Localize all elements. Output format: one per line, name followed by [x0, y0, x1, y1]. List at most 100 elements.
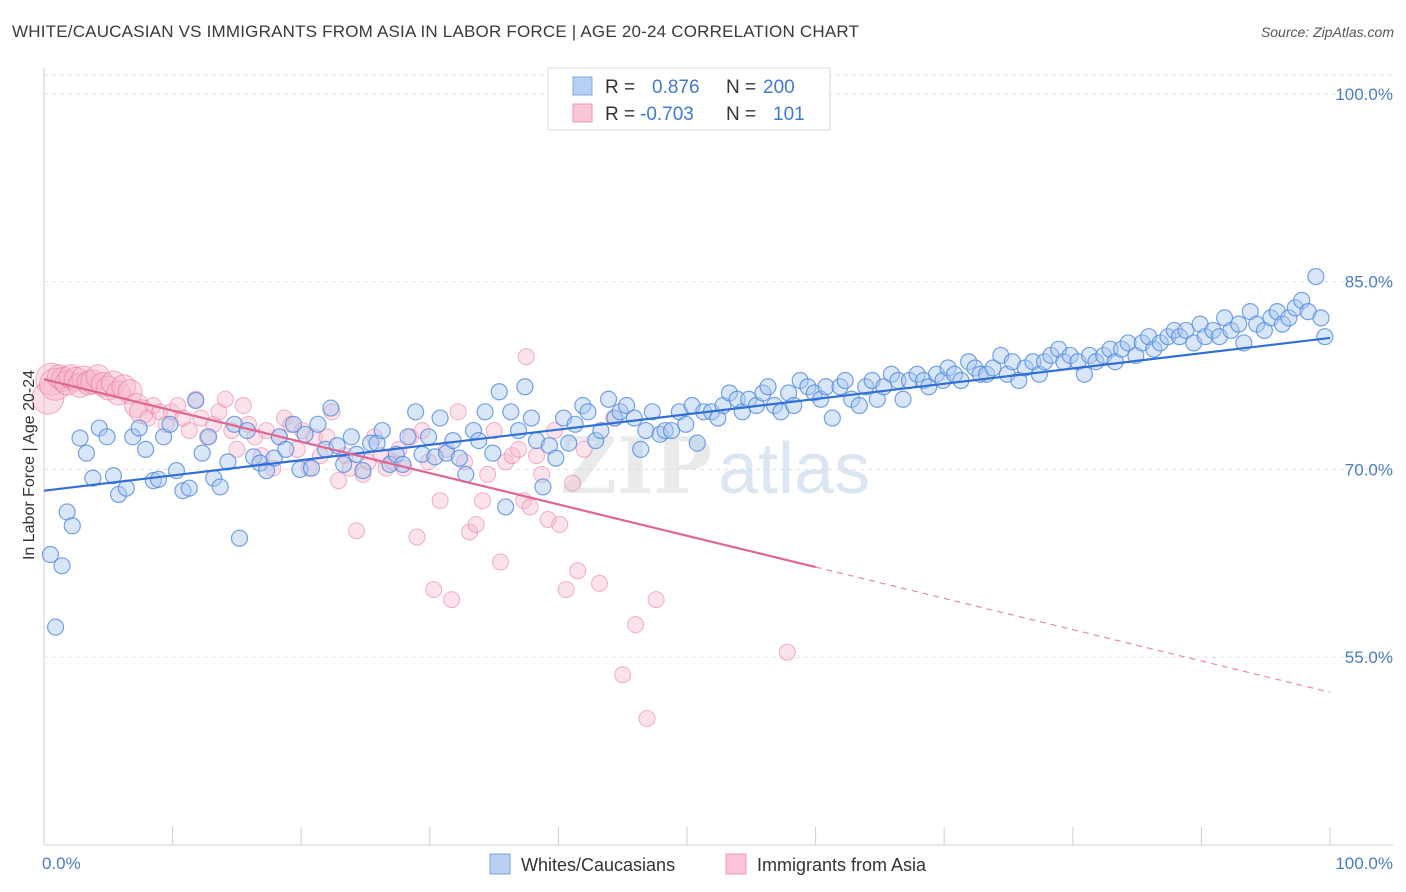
- point-immigrants: [80, 369, 106, 395]
- point-whites: [1273, 315, 1292, 333]
- point-immigrants: [517, 348, 535, 366]
- point-whites: [677, 415, 695, 433]
- x-tick-label: 0.0%: [42, 854, 81, 873]
- point-whites: [611, 403, 629, 421]
- point-whites: [309, 415, 327, 433]
- point-whites: [908, 365, 926, 383]
- point-immigrants: [216, 390, 234, 408]
- point-whites: [759, 378, 777, 396]
- point-whites: [71, 429, 89, 447]
- point-whites: [342, 428, 360, 446]
- point-whites: [484, 444, 502, 462]
- point-whites: [1230, 315, 1248, 333]
- point-whites: [850, 396, 868, 415]
- legend-r-value-1: 0.876: [652, 77, 700, 98]
- x-tick-label: 100.0%: [1335, 854, 1393, 873]
- trend-lines: [43, 336, 1331, 693]
- point-whites: [857, 378, 875, 396]
- series-whites-points: [41, 267, 1334, 636]
- point-immigrants: [533, 465, 551, 483]
- point-immigrants: [180, 422, 198, 440]
- point-whites: [53, 557, 71, 575]
- point-immigrants: [638, 710, 656, 728]
- point-whites: [823, 409, 841, 427]
- point-whites: [161, 415, 179, 433]
- legend-swatch-pink: [572, 103, 593, 123]
- point-whites: [566, 415, 584, 433]
- point-whites: [547, 449, 565, 467]
- point-whites: [1316, 328, 1334, 346]
- point-whites: [230, 529, 249, 547]
- point-whites: [450, 449, 468, 467]
- point-immigrants: [329, 472, 347, 490]
- point-whites: [257, 462, 276, 480]
- point-whites: [130, 419, 148, 437]
- point-whites: [284, 415, 303, 433]
- point-immigrants: [778, 643, 796, 661]
- point-immigrants: [551, 515, 569, 533]
- point-immigrants: [497, 453, 515, 471]
- point-whites: [302, 459, 321, 477]
- point-whites: [211, 478, 229, 496]
- point-whites: [431, 409, 449, 427]
- point-whites: [688, 434, 706, 452]
- point-immigrants: [408, 528, 426, 546]
- point-whites: [407, 403, 425, 421]
- bottom-legend-swatch-pink: [725, 853, 747, 875]
- chart-title: WHITE/CAUCASIAN VS IMMIGRANTS FROM ASIA …: [12, 22, 860, 41]
- point-whites: [836, 371, 854, 390]
- point-immigrants: [564, 474, 582, 492]
- point-whites: [373, 421, 391, 440]
- point-immigrants: [521, 498, 539, 516]
- point-immigrants: [169, 397, 187, 415]
- top-legend: R = 0.876 N = 200 R = -0.703 N = 101: [547, 67, 831, 131]
- point-immigrants: [467, 515, 485, 533]
- point-whites: [662, 421, 681, 440]
- point-whites: [939, 359, 957, 377]
- point-whites: [399, 428, 417, 446]
- series-immigrants-points: [31, 348, 796, 728]
- legend-n-label-1: N =: [726, 77, 756, 98]
- trend-line-whites: [43, 336, 1331, 492]
- point-immigrants: [614, 666, 632, 684]
- legend-swatch-blue: [572, 76, 593, 96]
- point-immigrants: [234, 397, 252, 415]
- point-whites: [516, 378, 534, 396]
- legend-r-value-2: -0.703: [640, 104, 694, 125]
- point-whites: [592, 421, 610, 440]
- point-whites: [799, 378, 817, 396]
- point-whites: [625, 409, 643, 427]
- point-whites: [1035, 353, 1054, 371]
- point-immigrants: [449, 403, 467, 421]
- point-whites: [1113, 340, 1131, 358]
- point-whites: [354, 462, 372, 480]
- point-immigrants: [591, 574, 609, 592]
- point-immigrants: [228, 440, 246, 458]
- point-whites: [656, 421, 674, 440]
- grid-lines: [44, 74, 1393, 658]
- point-whites: [63, 517, 81, 535]
- source-label: Source: ZipAtlas.com: [1260, 24, 1394, 40]
- legend-box: [547, 67, 831, 131]
- legend-r-label-1: R =: [605, 77, 635, 98]
- bottom-legend-label-whites: Whites/Caucasians: [521, 855, 675, 875]
- point-immigrants: [425, 581, 443, 599]
- axes: [43, 68, 1393, 846]
- point-whites: [322, 399, 340, 417]
- point-whites: [579, 403, 597, 421]
- point-immigrants: [275, 409, 293, 427]
- point-whites: [984, 359, 1002, 377]
- point-whites: [1080, 346, 1099, 365]
- point-whites: [497, 498, 515, 516]
- point-immigrants: [492, 553, 510, 571]
- point-whites: [1204, 321, 1222, 340]
- point-whites: [643, 403, 661, 421]
- point-whites: [193, 444, 211, 462]
- point-whites: [124, 428, 142, 446]
- point-whites: [1170, 328, 1189, 346]
- point-whites: [632, 440, 650, 458]
- legend-n-label-2: N =: [726, 104, 756, 125]
- point-whites: [476, 403, 494, 421]
- point-immigrants: [510, 440, 528, 458]
- point-whites: [882, 365, 901, 383]
